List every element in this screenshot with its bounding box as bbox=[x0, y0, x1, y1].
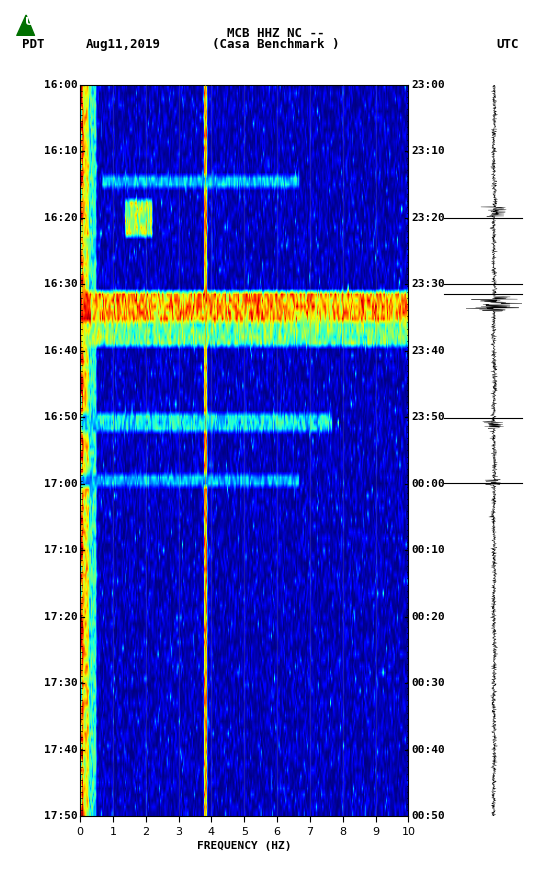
Text: 16:40: 16:40 bbox=[44, 346, 77, 356]
Text: 23:40: 23:40 bbox=[411, 346, 445, 356]
Text: Aug11,2019: Aug11,2019 bbox=[86, 38, 161, 51]
Text: 00:20: 00:20 bbox=[411, 612, 445, 622]
Text: 00:30: 00:30 bbox=[411, 678, 445, 689]
Text: 00:10: 00:10 bbox=[411, 545, 445, 555]
Text: 23:50: 23:50 bbox=[411, 412, 445, 422]
Text: USGS: USGS bbox=[25, 18, 59, 28]
Text: 00:00: 00:00 bbox=[411, 479, 445, 489]
Text: 23:10: 23:10 bbox=[411, 146, 445, 156]
Text: 17:50: 17:50 bbox=[44, 811, 77, 822]
Text: 17:10: 17:10 bbox=[44, 545, 77, 555]
Text: 23:20: 23:20 bbox=[411, 212, 445, 223]
Text: 16:20: 16:20 bbox=[44, 212, 77, 223]
Text: 17:00: 17:00 bbox=[44, 479, 77, 489]
Text: 17:40: 17:40 bbox=[44, 745, 77, 755]
Text: 16:30: 16:30 bbox=[44, 279, 77, 289]
Text: UTC: UTC bbox=[497, 38, 519, 51]
Text: 16:00: 16:00 bbox=[44, 79, 77, 90]
Text: 16:50: 16:50 bbox=[44, 412, 77, 422]
Text: (Casa Benchmark ): (Casa Benchmark ) bbox=[213, 38, 339, 51]
Text: 23:00: 23:00 bbox=[411, 79, 445, 90]
Text: 23:30: 23:30 bbox=[411, 279, 445, 289]
Text: 17:30: 17:30 bbox=[44, 678, 77, 689]
Polygon shape bbox=[8, 6, 29, 36]
Text: 17:20: 17:20 bbox=[44, 612, 77, 622]
Text: PDT: PDT bbox=[22, 38, 45, 51]
X-axis label: FREQUENCY (HZ): FREQUENCY (HZ) bbox=[197, 841, 291, 851]
Polygon shape bbox=[17, 15, 35, 36]
Text: 00:40: 00:40 bbox=[411, 745, 445, 755]
Text: MCB HHZ NC --: MCB HHZ NC -- bbox=[227, 27, 325, 39]
Text: 16:10: 16:10 bbox=[44, 146, 77, 156]
Text: 00:50: 00:50 bbox=[411, 811, 445, 822]
